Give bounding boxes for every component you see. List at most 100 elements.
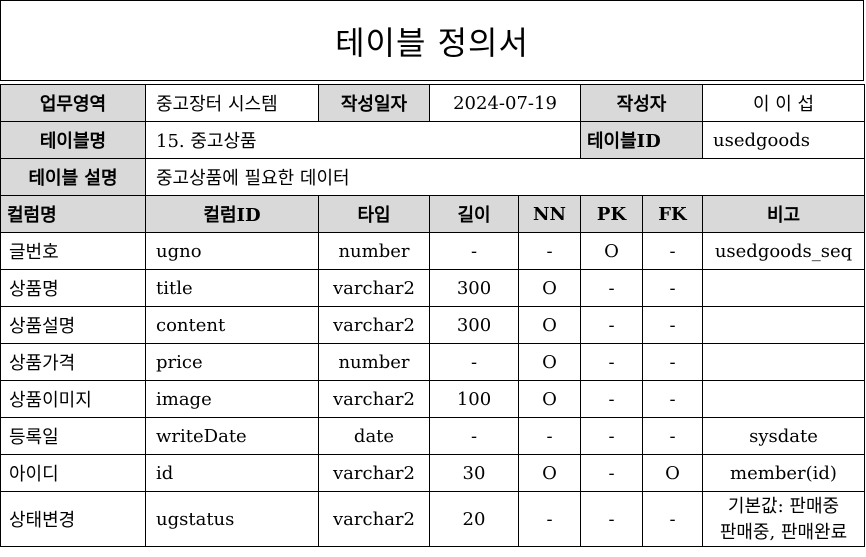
column-type: varchar2 [318, 454, 430, 492]
col-header-type: 타입 [318, 195, 430, 233]
column-nn: - [518, 417, 581, 455]
col-header-length: 길이 [429, 195, 519, 233]
column-type: varchar2 [318, 306, 430, 344]
columns-header-row: 컬럼명 컬럼ID 타입 길이 NN PK FK 비고 [0, 195, 865, 233]
column-name: 상태변경 [0, 491, 146, 547]
area-value: 중고장터 시스템 [145, 84, 319, 122]
column-type: varchar2 [318, 491, 430, 547]
column-length: 20 [429, 491, 519, 547]
table-id-value: usedgoods [702, 121, 865, 159]
column-type: date [318, 417, 430, 455]
col-header-id: 컬럼ID [145, 195, 319, 233]
column-id: writeDate [145, 417, 319, 455]
column-type: varchar2 [318, 380, 430, 418]
column-note [702, 306, 865, 344]
meta-row-2: 테이블명 15. 중고상품 테이블ID usedgoods [0, 121, 865, 159]
column-nn: - [518, 491, 581, 547]
column-length: 300 [429, 306, 519, 344]
column-pk: - [580, 491, 643, 547]
column-fk: - [642, 306, 703, 344]
column-length: 30 [429, 454, 519, 492]
column-type: number [318, 343, 430, 381]
desc-value: 중고상품에 필요한 데이터 [145, 158, 865, 196]
column-type: number [318, 232, 430, 270]
column-note: member(id) [702, 454, 865, 492]
column-nn: O [518, 343, 581, 381]
column-name: 상품이미지 [0, 380, 146, 418]
column-fk: - [642, 491, 703, 547]
column-name: 상품가격 [0, 343, 146, 381]
column-note [702, 380, 865, 418]
column-length: - [429, 343, 519, 381]
column-nn: O [518, 306, 581, 344]
table-row: 상품명 title varchar2 300 O - - [0, 269, 865, 307]
column-pk: - [580, 306, 643, 344]
column-id: title [145, 269, 319, 307]
column-nn: O [518, 380, 581, 418]
table-name-label: 테이블명 [0, 121, 146, 159]
column-nn: O [518, 269, 581, 307]
column-id: ugstatus [145, 491, 319, 547]
column-fk: O [642, 454, 703, 492]
desc-label: 테이블 설명 [0, 158, 146, 196]
column-fk: - [642, 232, 703, 270]
note-default-value: 기본값: 판매중 [727, 496, 840, 517]
table-row: 상품설명 content varchar2 300 O - - [0, 306, 865, 344]
table-row: 아이디 id varchar2 30 O - O member(id) [0, 454, 865, 492]
column-fk: - [642, 269, 703, 307]
col-header-name: 컬럼명 [0, 195, 146, 233]
table-id-label: 테이블ID [580, 121, 703, 159]
column-id: id [145, 454, 319, 492]
column-nn: - [518, 232, 581, 270]
column-name: 상품명 [0, 269, 146, 307]
column-id: image [145, 380, 319, 418]
column-fk: - [642, 343, 703, 381]
doc-title: 테이블 정의서 [0, 0, 864, 81]
column-pk: - [580, 380, 643, 418]
meta-row-3: 테이블 설명 중고상품에 필요한 데이터 [0, 158, 865, 196]
column-note: usedgoods_seq [702, 232, 865, 270]
column-name: 아이디 [0, 454, 146, 492]
column-name: 글번호 [0, 232, 146, 270]
column-length: 100 [429, 380, 519, 418]
meta-row-1: 업무영역 중고장터 시스템 작성일자 2024-07-19 작성자 이 이 섭 [0, 84, 865, 122]
column-fk: - [642, 380, 703, 418]
table-row: 상품이미지 image varchar2 100 O - - [0, 380, 865, 418]
column-note: 기본값: 판매중 판매중, 판매완료 [702, 491, 865, 547]
table-row: 등록일 writeDate date - - - - sysdate [0, 417, 865, 455]
column-pk: - [580, 269, 643, 307]
column-note: sysdate [702, 417, 865, 455]
column-id: content [145, 306, 319, 344]
table-row: 글번호 ugno number - - O - usedgoods_seq [0, 232, 865, 270]
column-note [702, 343, 865, 381]
column-type: varchar2 [318, 269, 430, 307]
column-length: 300 [429, 269, 519, 307]
column-pk: - [580, 454, 643, 492]
column-name: 상품설명 [0, 306, 146, 344]
column-id: ugno [145, 232, 319, 270]
column-id: price [145, 343, 319, 381]
col-header-pk: PK [580, 195, 643, 233]
note-allowed-values: 판매중, 판매완료 [719, 522, 848, 543]
column-pk: - [580, 343, 643, 381]
area-label: 업무영역 [0, 84, 146, 122]
column-pk: - [580, 417, 643, 455]
date-value: 2024-07-19 [429, 84, 581, 122]
author-value: 이 이 섭 [702, 84, 865, 122]
column-nn: O [518, 454, 581, 492]
date-label: 작성일자 [318, 84, 430, 122]
table-name-value: 15. 중고상품 [145, 121, 581, 159]
col-header-nn: NN [518, 195, 581, 233]
column-fk: - [642, 417, 703, 455]
definition-table: 업무영역 중고장터 시스템 작성일자 2024-07-19 작성자 이 이 섭 … [0, 84, 865, 547]
column-name: 등록일 [0, 417, 146, 455]
column-pk: O [580, 232, 643, 270]
column-note [702, 269, 865, 307]
column-length: - [429, 417, 519, 455]
column-length: - [429, 232, 519, 270]
author-label: 작성자 [580, 84, 703, 122]
table-row: 상태변경 ugstatus varchar2 20 - - - 기본값: 판매중… [0, 491, 865, 547]
col-header-note: 비고 [702, 195, 865, 233]
table-row: 상품가격 price number - O - - [0, 343, 865, 381]
